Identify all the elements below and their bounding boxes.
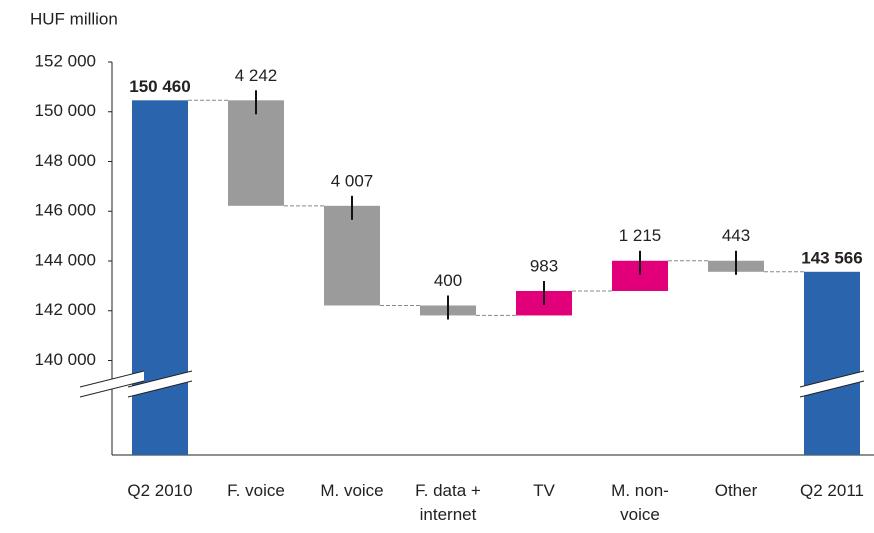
y-tick-label: 140 000	[35, 350, 96, 369]
axis-break	[128, 371, 192, 397]
x-tick-label: Q2 2011	[800, 481, 864, 500]
bar	[228, 100, 284, 206]
axis-break	[80, 371, 144, 397]
x-tick-label: F. voice	[227, 481, 285, 500]
value-label: 443	[722, 226, 750, 245]
value-label: 1 215	[619, 226, 662, 245]
x-tick-label: Other	[714, 481, 758, 500]
bar	[324, 205, 380, 306]
axis-label: HUF million	[30, 9, 118, 28]
value-label: 150 460	[129, 77, 190, 96]
bar	[804, 271, 860, 455]
break-line	[79, 370, 145, 388]
break-line	[799, 370, 865, 388]
value-label: 4 007	[331, 171, 374, 190]
break-line	[799, 380, 865, 398]
x-tick-label: Q2 2010	[127, 481, 193, 500]
y-tick-label: 142 000	[35, 300, 96, 319]
x-tick-label: F. data + internet	[415, 481, 481, 524]
value-label: 983	[530, 256, 558, 275]
y-tick-label: 148 000	[35, 151, 96, 170]
value-label: 400	[434, 271, 462, 290]
x-tick-label: M. voice	[320, 481, 384, 500]
bar	[132, 100, 188, 456]
value-label: 4 242	[235, 66, 278, 85]
break-line	[127, 380, 193, 398]
y-tick-label: 146 000	[35, 201, 96, 220]
break-line	[79, 380, 145, 398]
axis-break	[800, 371, 864, 397]
x-tick-label: M. non-voice	[611, 481, 669, 524]
x-tick-label: TV	[533, 481, 555, 500]
y-tick-label: 144 000	[35, 250, 96, 269]
y-tick-label: 150 000	[35, 101, 96, 120]
value-label: 143 566	[801, 248, 862, 267]
break-line	[127, 370, 193, 388]
y-tick-label: 152 000	[35, 51, 96, 70]
